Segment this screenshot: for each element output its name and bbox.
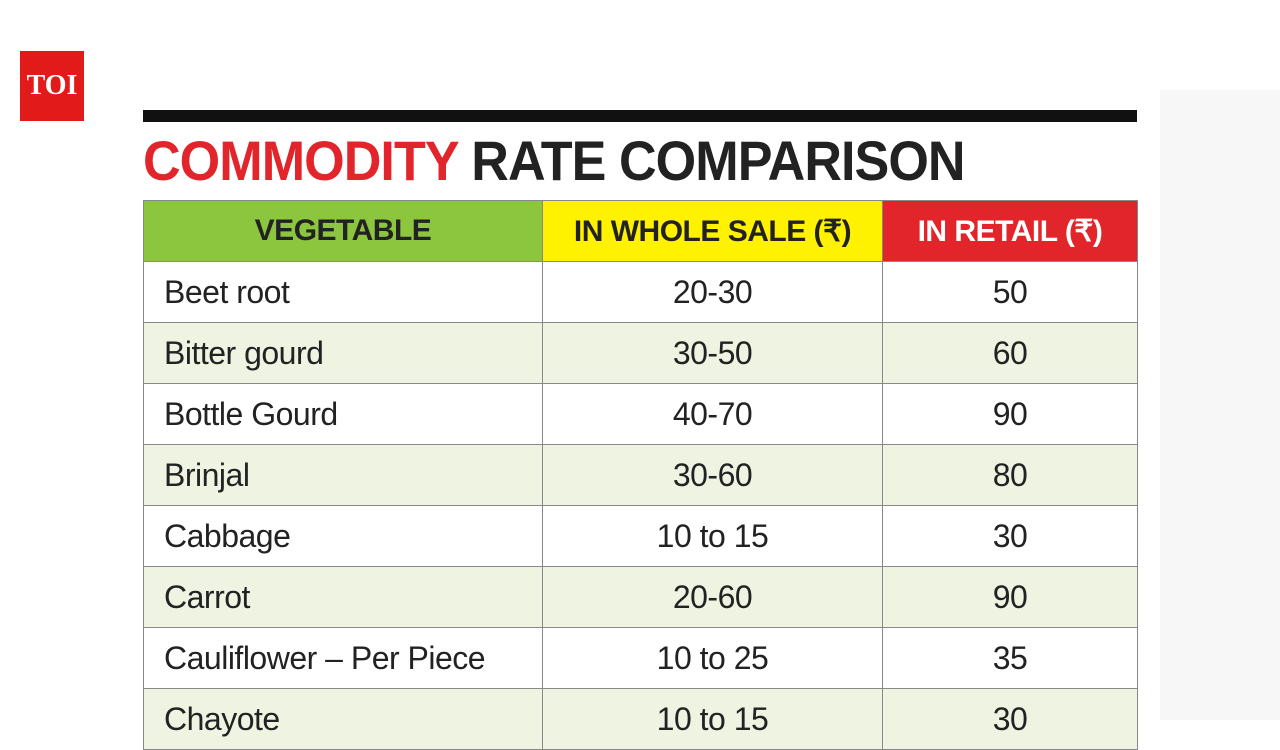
wholesale-cell: 10 to 25: [542, 627, 883, 689]
vegetable-cell: Bitter gourd: [143, 322, 543, 384]
wholesale-cell: 30-50: [542, 322, 883, 384]
header-cell: IN WHOLE SALE (₹): [542, 200, 883, 262]
title-rest: RATE COMPARISON: [471, 129, 965, 192]
retail-cell: 90: [882, 566, 1138, 628]
side-panel: [1160, 90, 1280, 720]
title-highlight: COMMODITY: [143, 129, 459, 192]
rate-table: VEGETABLE IN WHOLE SALE (₹) IN RETAIL (₹…: [143, 200, 1138, 750]
wholesale-cell: 20-30: [542, 261, 883, 323]
logo: TOI: [20, 51, 84, 121]
table-row: Chayote 10 to 15 30: [143, 688, 1138, 750]
vegetable-cell: Beet root: [143, 261, 543, 323]
vegetable-cell: Cauliflower – Per Piece: [143, 627, 543, 689]
vegetable-cell: Brinjal: [143, 444, 543, 506]
title-rule: [143, 110, 1137, 122]
retail-cell: 30: [882, 688, 1138, 750]
vegetable-cell: Chayote: [143, 688, 543, 750]
header-row: VEGETABLE IN WHOLE SALE (₹) IN RETAIL (₹…: [143, 200, 1138, 262]
retail-cell: 50: [882, 261, 1138, 323]
table-row: Cabbage 10 to 15 30: [143, 505, 1138, 567]
title: COMMODITY RATE COMPARISON: [143, 128, 966, 193]
wholesale-cell: 10 to 15: [542, 688, 883, 750]
table-row: Beet root 20-30 50: [143, 261, 1138, 323]
table-row: Bottle Gourd 40-70 90: [143, 383, 1138, 445]
header-cell: IN RETAIL (₹): [882, 200, 1138, 262]
header-cell: VEGETABLE: [143, 200, 543, 262]
table-row: Brinjal 30-60 80: [143, 444, 1138, 506]
wholesale-cell: 20-60: [542, 566, 883, 628]
vegetable-cell: Carrot: [143, 566, 543, 628]
retail-cell: 30: [882, 505, 1138, 567]
table-row: Cauliflower – Per Piece 10 to 25 35: [143, 627, 1138, 689]
table-row: Bitter gourd 30-50 60: [143, 322, 1138, 384]
retail-cell: 90: [882, 383, 1138, 445]
table-row: Carrot 20-60 90: [143, 566, 1138, 628]
retail-cell: 80: [882, 444, 1138, 506]
wholesale-cell: 10 to 15: [542, 505, 883, 567]
vegetable-cell: Bottle Gourd: [143, 383, 543, 445]
retail-cell: 60: [882, 322, 1138, 384]
page: TOI COMMODITY RATE COMPARISON VEGETABLE …: [20, 51, 1280, 750]
wholesale-cell: 40-70: [542, 383, 883, 445]
retail-cell: 35: [882, 627, 1138, 689]
wholesale-cell: 30-60: [542, 444, 883, 506]
vegetable-cell: Cabbage: [143, 505, 543, 567]
